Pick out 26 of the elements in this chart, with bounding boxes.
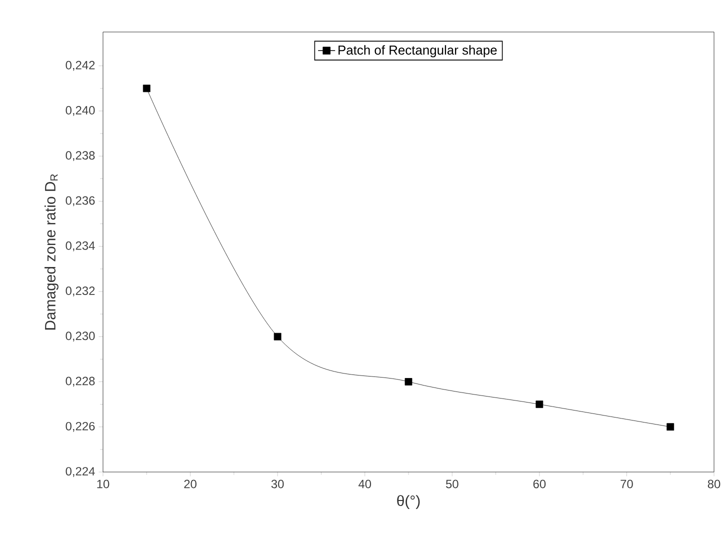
- y-tick-label: 0,228: [66, 376, 95, 387]
- point: [666, 423, 674, 431]
- x-axis-title: θ(°): [397, 495, 420, 509]
- point: [142, 84, 150, 92]
- x-tick-label: 10: [97, 480, 110, 488]
- y-axis-title: Damaged zone ratio D$_{R}$: [44, 174, 58, 330]
- legend-label: Patch of Rectangular shape: [338, 45, 497, 58]
- y-tick-label: 0,238: [66, 151, 95, 162]
- y-tick-label: 0,232: [66, 286, 95, 296]
- x-tick-label: 60: [533, 480, 546, 488]
- x-tick-label: 80: [708, 480, 720, 488]
- y-tick-label: 0,234: [66, 241, 95, 252]
- y-tick-label: 0,230: [66, 332, 95, 342]
- point: [274, 332, 282, 340]
- x-tick-label: 30: [271, 480, 284, 488]
- x-tick-label: 70: [620, 480, 633, 488]
- y-tick-label: 0,236: [66, 196, 95, 206]
- x-tick-label: 40: [358, 480, 372, 488]
- point: [404, 378, 412, 386]
- x-tick-label: 20: [184, 480, 196, 488]
- y-tick-label: 0,240: [66, 106, 95, 116]
- y-tick-label: 0,224: [66, 467, 95, 477]
- y-tick-label: 0,226: [66, 422, 95, 432]
- x-tick-label: 50: [446, 480, 458, 488]
- y-tick-label: 0,242: [66, 60, 95, 71]
- point: [536, 400, 544, 408]
